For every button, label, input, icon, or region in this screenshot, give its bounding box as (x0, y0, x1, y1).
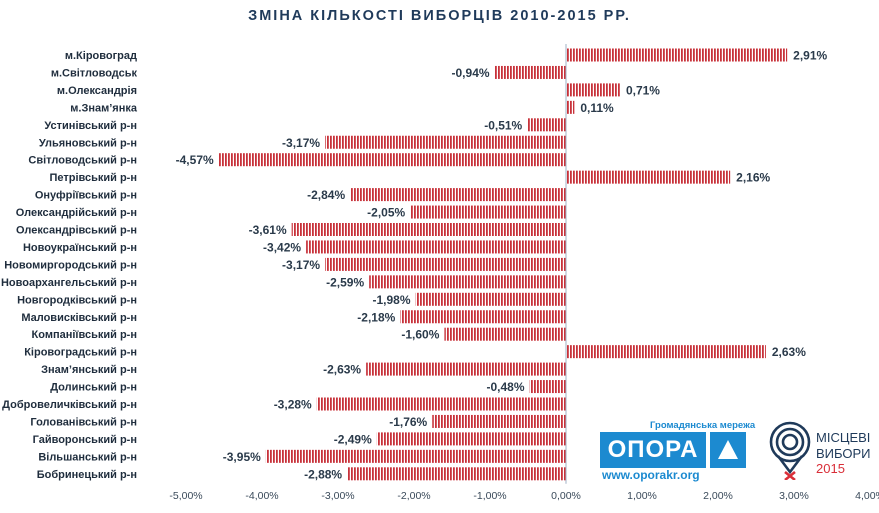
x-tick-label: -1,00% (473, 490, 506, 502)
x-tick-label: -2,00% (397, 490, 430, 502)
bar (529, 380, 566, 394)
bar (494, 65, 566, 79)
category-label: Знам’янський р-н (41, 364, 137, 376)
category-label: м.Олександрія (57, 85, 137, 97)
category-label: Вільшанський р-н (38, 451, 137, 463)
pin-emblem-icon (769, 421, 811, 480)
bar (265, 449, 566, 463)
category-label: Олександрівський р-н (16, 225, 137, 237)
bar (306, 240, 566, 254)
value-label: -2,63% (323, 363, 361, 377)
value-label: 0,71% (626, 83, 660, 97)
bar (527, 118, 566, 132)
value-label: -2,05% (367, 206, 405, 220)
category-label: Кіровоградський р-н (24, 347, 137, 359)
x-tick-label: -3,00% (321, 490, 354, 502)
x-tick-label: 0,00% (551, 490, 581, 502)
x-tick-label: 4,00% (855, 490, 879, 502)
category-label: Новоукраїнський р-н (23, 242, 137, 254)
category-label: Новомиргородський р-н (4, 259, 137, 271)
opora-triangle-icon (710, 432, 746, 468)
opora-name: ОПОРА (600, 432, 706, 468)
elections-line1: МІСЦЕВІ (816, 430, 871, 445)
bar (432, 414, 566, 428)
elections-year: 2015 (816, 461, 845, 476)
category-label: Онуфріївський р-н (35, 190, 137, 202)
elections-line2: ВИБОРИ (816, 446, 871, 461)
value-label: 2,91% (793, 49, 827, 63)
opora-url: www.oporakr.org (602, 468, 700, 482)
bar (566, 170, 731, 184)
category-label: Ульяновський р-н (39, 137, 137, 149)
bar (347, 467, 566, 481)
value-label: -2,59% (326, 275, 364, 289)
bar (369, 275, 566, 289)
value-label: -0,51% (484, 118, 522, 132)
bar (566, 345, 766, 359)
bar (400, 310, 566, 324)
category-label: Бобринецький р-н (37, 469, 137, 481)
category-label: м.Світловодськ (51, 67, 138, 79)
value-label: 2,16% (736, 171, 770, 185)
value-label: -4,57% (176, 153, 214, 167)
value-label: 0,11% (580, 101, 614, 115)
bar (376, 432, 566, 446)
value-label: -2,49% (334, 432, 372, 446)
value-label: -3,61% (249, 223, 287, 237)
category-label: Устинівський р-н (44, 120, 137, 132)
category-label: Новгородківський р-н (17, 294, 137, 306)
bar (325, 135, 566, 149)
category-label: Петрівський р-н (49, 172, 137, 184)
category-label: Гайворонський р-н (33, 434, 137, 446)
bar (566, 100, 575, 114)
value-label: -1,76% (389, 415, 427, 429)
value-label: -2,88% (304, 467, 342, 481)
value-label: -2,84% (307, 188, 345, 202)
local-elections-logo: МІСЦЕВІ ВИБОРИ 2015 (768, 420, 878, 482)
bar (444, 327, 566, 341)
opora-network-text: Громадянська мережа (650, 420, 756, 431)
category-label: Добровеличківський р-н (2, 399, 137, 411)
value-label: -3,17% (282, 136, 320, 150)
opora-logo: Громадянська мережа ОПОРА www.oporakr.or… (600, 420, 760, 482)
value-label: -1,98% (372, 293, 410, 307)
category-label: Світловодський р-н (28, 155, 137, 167)
value-label: -3,28% (274, 398, 312, 412)
category-label: м.Кіровоград (65, 50, 137, 62)
bar (325, 257, 566, 271)
bar (410, 205, 566, 219)
bar (350, 188, 566, 202)
bar (291, 223, 566, 236)
category-label: Олександрійський р-н (16, 207, 137, 219)
bar (316, 397, 566, 411)
value-label: -3,42% (263, 240, 301, 254)
x-tick-label: -5,00% (169, 490, 202, 502)
value-label: -3,17% (282, 258, 320, 272)
category-label: Маловисківський р-н (21, 312, 137, 324)
category-label: м.Знам’янка (70, 102, 138, 114)
category-label: Голованівський р-н (30, 416, 137, 428)
x-tick-label: 2,00% (703, 490, 733, 502)
bar (566, 83, 620, 97)
value-label: 2,63% (772, 345, 806, 359)
x-tick-label: -4,00% (245, 490, 278, 502)
category-label: Новоархангельський р-н (1, 277, 137, 289)
value-label: -1,60% (401, 328, 439, 342)
x-tick-label: 1,00% (627, 490, 657, 502)
category-label: Компаніївський р-н (32, 329, 137, 341)
x-tick-label: 3,00% (779, 490, 809, 502)
chart-title: ЗМІНА КІЛЬКОСТІ ВИБОРЦІВ 2010-2015 РР. (248, 8, 631, 24)
bar (566, 48, 788, 62)
value-label: -0,48% (486, 380, 524, 394)
value-label: -3,95% (223, 450, 261, 464)
bar (218, 153, 566, 167)
value-label: -2,18% (357, 310, 395, 324)
category-label: Долинський р-н (50, 382, 137, 394)
value-label: -0,94% (452, 66, 490, 80)
bar (366, 362, 566, 376)
bar (415, 292, 566, 306)
